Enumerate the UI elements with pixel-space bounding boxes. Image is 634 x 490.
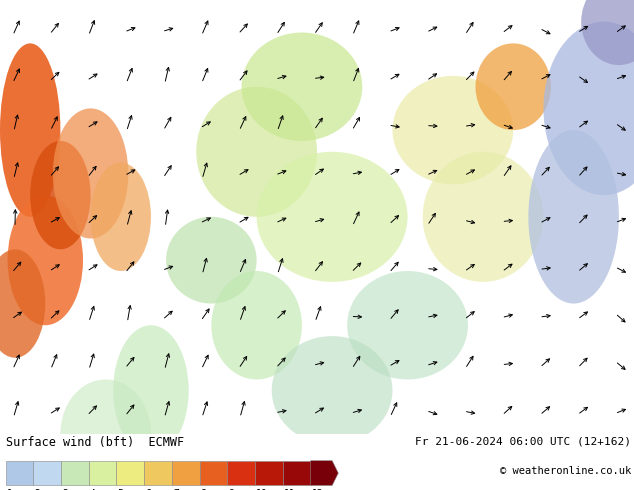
Text: 7: 7 <box>173 489 179 490</box>
Text: 5: 5 <box>117 489 124 490</box>
Text: 2: 2 <box>34 489 40 490</box>
Text: 9: 9 <box>228 489 235 490</box>
Ellipse shape <box>272 336 392 444</box>
Bar <box>255 461 283 486</box>
Bar <box>61 461 89 486</box>
Ellipse shape <box>528 130 619 303</box>
Bar <box>6 461 33 486</box>
Polygon shape <box>311 461 339 486</box>
Ellipse shape <box>197 87 317 217</box>
Text: 10: 10 <box>256 489 268 490</box>
Bar <box>200 461 228 486</box>
Text: 6: 6 <box>145 489 151 490</box>
Bar <box>117 461 144 486</box>
Text: 12: 12 <box>312 489 323 490</box>
Ellipse shape <box>543 22 634 195</box>
Ellipse shape <box>0 249 45 358</box>
Ellipse shape <box>113 325 189 455</box>
Bar <box>283 461 311 486</box>
Ellipse shape <box>0 43 60 217</box>
Ellipse shape <box>166 217 257 303</box>
Ellipse shape <box>211 271 302 379</box>
Ellipse shape <box>581 0 634 65</box>
Bar <box>228 461 255 486</box>
Ellipse shape <box>30 141 91 249</box>
Ellipse shape <box>53 108 128 239</box>
Ellipse shape <box>242 32 362 141</box>
Ellipse shape <box>476 43 551 130</box>
Text: Fr 21-06-2024 06:00 UTC (12+162): Fr 21-06-2024 06:00 UTC (12+162) <box>415 437 631 446</box>
Bar <box>144 461 172 486</box>
Ellipse shape <box>91 163 151 271</box>
Text: © weatheronline.co.uk: © weatheronline.co.uk <box>500 466 631 476</box>
Text: 11: 11 <box>284 489 295 490</box>
Bar <box>172 461 200 486</box>
Ellipse shape <box>347 271 468 379</box>
Ellipse shape <box>257 152 408 282</box>
Bar <box>89 461 117 486</box>
Text: 8: 8 <box>201 489 207 490</box>
Bar <box>33 461 61 486</box>
Ellipse shape <box>8 195 83 325</box>
Text: 3: 3 <box>62 489 68 490</box>
Text: 4: 4 <box>90 489 96 490</box>
Ellipse shape <box>60 379 151 488</box>
Ellipse shape <box>423 152 543 282</box>
Ellipse shape <box>392 76 514 184</box>
Text: Surface wind (bft)  ECMWF: Surface wind (bft) ECMWF <box>6 437 184 449</box>
Text: 1: 1 <box>6 489 13 490</box>
